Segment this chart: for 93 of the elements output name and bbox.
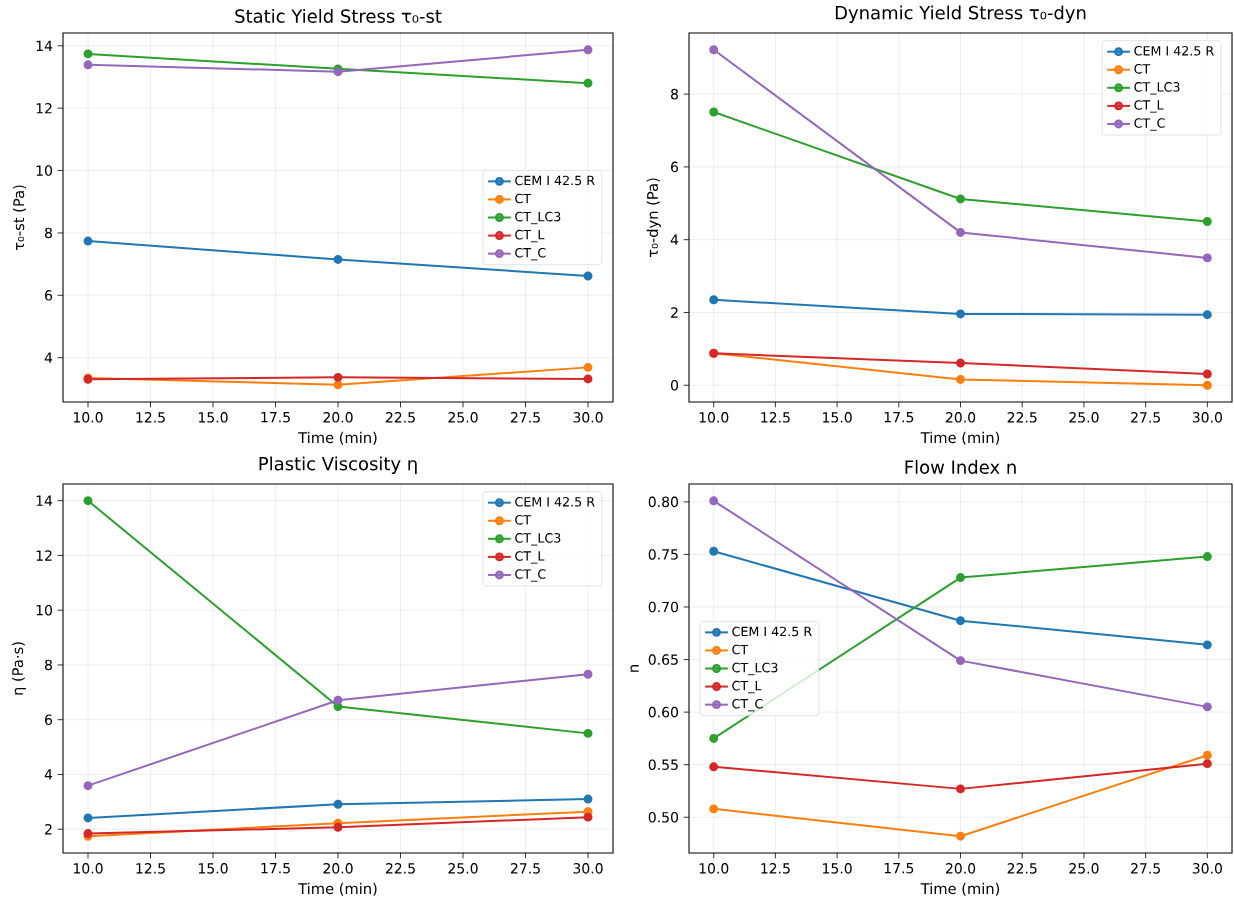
y-axis-title: τ₀-st (Pa)	[12, 185, 26, 250]
chart-title: Static Yield Stress τ₀-st	[235, 8, 442, 23]
x-tick-label: 30.0	[573, 411, 603, 423]
y-tick-label: 8	[671, 88, 678, 100]
y-tick-label: 0	[670, 379, 679, 391]
y-tick-label: 4	[44, 352, 53, 363]
x-axis-title: Time (min)	[920, 882, 1000, 896]
legend-label: CT_LC3	[515, 532, 561, 546]
x-tick-label: 15.0	[823, 862, 852, 874]
legend-label: CEM I 42.5 R	[515, 496, 595, 507]
x-tick-label: 15.0	[198, 862, 228, 874]
x-tick-label: 10.0	[73, 411, 103, 423]
x-tick-label: 22.5	[1007, 411, 1037, 423]
chart-title: Dynamic Yield Stress τ₀-dyn	[835, 5, 1086, 23]
x-tick-label: 27.5	[510, 411, 540, 423]
x-tick-label: 12.5	[761, 862, 790, 874]
x-tick-label: 10.0	[73, 862, 103, 874]
y-tick-label: 12	[36, 550, 52, 561]
y-tick-label: 10	[36, 604, 53, 616]
x-tick-label: 12.5	[136, 411, 165, 423]
y-tick-label: 14	[36, 495, 53, 506]
x-tick-label: 25.0	[1069, 862, 1099, 874]
x-tick-label: 17.5	[261, 411, 290, 423]
legend-label: CEM I 42.5 R	[732, 626, 812, 637]
y-tick-label: 4	[44, 769, 53, 780]
legend-label: CT	[515, 193, 532, 204]
x-tick-label: 27.5	[1131, 862, 1160, 874]
x-tick-label: 17.5	[261, 862, 290, 874]
x-tick-label: 30.0	[1192, 411, 1222, 423]
y-tick-label: 0.60	[648, 706, 679, 718]
legend-label: CT	[732, 644, 749, 655]
x-tick-label: 12.5	[761, 411, 790, 423]
y-tick-label: 14	[36, 40, 53, 51]
x-axis-title: Time (min)	[298, 431, 377, 445]
legend-label: CT_L	[732, 680, 762, 694]
x-tick-label: 25.0	[448, 862, 478, 874]
x-tick-label: 20.0	[323, 862, 353, 874]
x-tick-label: 15.0	[823, 411, 852, 423]
legend-label: CT_C	[732, 698, 763, 712]
x-tick-label: 22.5	[385, 411, 415, 423]
x-tick-label: 25.0	[448, 411, 478, 423]
chart-title: Flow Index n	[905, 459, 1016, 474]
y-axis-title: τ₀-dyn (Pa)	[646, 178, 661, 257]
x-axis-title: Time (min)	[920, 431, 1000, 445]
legend-label: CT_LC3	[515, 211, 561, 225]
chart-title: Plastic Viscosity η	[259, 456, 417, 474]
x-tick-label: 22.5	[385, 862, 415, 874]
x-tick-label: 22.5	[1007, 862, 1037, 874]
y-tick-label: 2	[45, 823, 52, 835]
y-tick-label: 6	[45, 289, 53, 301]
y-tick-label: 0.65	[648, 654, 678, 665]
x-tick-label: 20.0	[945, 411, 976, 423]
y-tick-label: 0.50	[648, 811, 679, 823]
legend-label: CT_L	[515, 551, 545, 564]
x-tick-label: 25.0	[1069, 411, 1099, 423]
x-tick-label: 30.0	[573, 862, 603, 874]
legend-label: CEM I 42.5 R	[1134, 45, 1214, 56]
legend-label: CT_C	[515, 247, 546, 261]
y-axis-title: n	[630, 664, 639, 672]
y-tick-label: 6	[671, 161, 679, 173]
legend-label: CT	[515, 514, 532, 525]
y-tick-label: 12	[36, 102, 52, 114]
y-tick-label: 4	[670, 234, 679, 245]
legend-label: CT_C	[1134, 118, 1165, 131]
x-axis-title: Time (min)	[298, 882, 377, 896]
x-tick-label: 20.0	[323, 411, 353, 423]
y-tick-label: 8	[44, 227, 52, 239]
x-tick-label: 15.0	[198, 411, 228, 423]
legend-label: CT_LC3	[732, 662, 778, 676]
legend-label: CT_L	[1134, 100, 1164, 113]
y-tick-label: 0.55	[648, 759, 678, 770]
x-tick-label: 10.0	[699, 411, 729, 423]
y-tick-label: 0.80	[648, 496, 679, 507]
x-tick-label: 10.0	[699, 862, 729, 874]
legend-label: CT	[1134, 63, 1151, 74]
y-axis-title: η (Pa·s)	[11, 642, 26, 695]
y-tick-label: 0.70	[648, 601, 679, 613]
x-tick-label: 30.0	[1192, 862, 1222, 874]
y-tick-label: 2	[671, 307, 678, 318]
x-tick-label: 27.5	[1131, 411, 1160, 423]
legend-label: CT_C	[515, 569, 546, 582]
x-tick-label: 12.5	[136, 862, 165, 874]
x-tick-label: 17.5	[884, 411, 914, 423]
y-tick-label: 8	[44, 659, 52, 671]
y-tick-label: 6	[45, 714, 53, 725]
x-tick-label: 20.0	[945, 862, 976, 874]
y-tick-label: 10	[36, 165, 53, 176]
legend-label: CEM I 42.5 R	[515, 175, 595, 186]
x-tick-label: 17.5	[884, 862, 914, 874]
legend-label: CT_LC3	[1134, 81, 1180, 95]
y-tick-label: 0.75	[648, 548, 678, 560]
x-tick-label: 27.5	[510, 862, 540, 874]
legend-label: CT_L	[515, 229, 545, 243]
